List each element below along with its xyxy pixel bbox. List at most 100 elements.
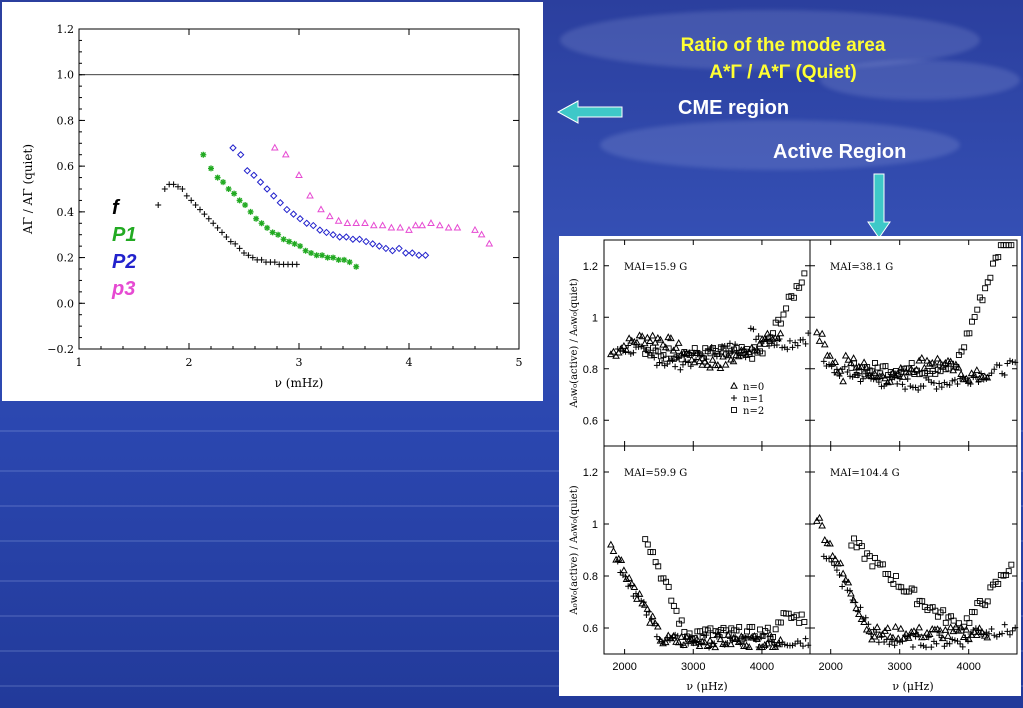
data-point	[790, 294, 797, 301]
data-point	[291, 240, 298, 247]
legend-entry: P2	[112, 251, 136, 273]
data-point	[745, 643, 754, 651]
data-point	[957, 623, 965, 631]
data-point	[617, 556, 626, 564]
data-point	[1005, 568, 1012, 575]
data-point	[642, 536, 649, 543]
data-point	[669, 634, 676, 641]
data-point	[651, 620, 658, 627]
data-point	[646, 337, 654, 344]
data-point	[614, 558, 621, 565]
data-point	[988, 626, 995, 633]
data-point	[638, 332, 647, 340]
data-point	[773, 341, 780, 348]
left-arrow-icon	[556, 100, 623, 124]
data-point	[802, 635, 809, 642]
y-tick-label: 0.6	[57, 160, 75, 173]
data-point	[944, 631, 952, 639]
data-point	[983, 629, 990, 636]
data-point	[991, 366, 998, 373]
data-point	[706, 644, 713, 651]
legend-marker	[730, 381, 738, 389]
data-point	[985, 630, 992, 637]
data-point	[609, 347, 618, 355]
data-point	[674, 632, 681, 639]
cme-region-label: CME region	[678, 97, 790, 119]
data-point	[236, 151, 245, 159]
data-point	[664, 360, 671, 367]
data-point	[223, 234, 230, 240]
data-point	[857, 604, 864, 611]
data-point	[962, 634, 969, 641]
data-point	[334, 216, 343, 224]
data-point	[777, 619, 784, 626]
data-point	[802, 340, 809, 347]
data-point	[632, 590, 639, 597]
data-point	[669, 357, 676, 364]
data-point	[902, 632, 909, 639]
data-point	[646, 608, 653, 615]
data-point	[949, 636, 956, 643]
data-point	[915, 623, 924, 631]
panel-label: MAI=15.9 G	[624, 262, 687, 273]
data-point	[192, 202, 199, 208]
data-point	[972, 373, 979, 380]
data-point	[896, 363, 905, 371]
data-point	[685, 359, 692, 366]
data-point	[708, 344, 715, 351]
data-point	[780, 311, 787, 318]
data-point	[899, 381, 906, 388]
data-point	[995, 254, 1002, 261]
data-point	[220, 179, 227, 186]
series-p2	[229, 144, 430, 259]
data-point	[1008, 242, 1015, 249]
data-point	[665, 345, 672, 352]
data-point	[395, 244, 403, 253]
data-point	[917, 353, 926, 361]
data-point	[820, 340, 829, 348]
data-point	[854, 608, 861, 615]
y-axis-label: AΓ / AΓ (quiet)	[21, 144, 35, 235]
data-point	[996, 631, 1003, 638]
data-point	[241, 250, 247, 256]
data-point	[444, 223, 453, 231]
data-point	[685, 640, 692, 647]
x-tick-label: 5	[516, 356, 523, 369]
data-point	[783, 305, 790, 312]
data-point	[736, 624, 743, 630]
data-point	[770, 330, 777, 337]
data-point	[941, 643, 948, 650]
data-point	[881, 374, 889, 382]
data-point	[904, 368, 913, 376]
data-point	[962, 375, 969, 382]
data-point	[747, 343, 756, 351]
data-point	[387, 223, 396, 231]
data-point	[980, 376, 987, 383]
data-point	[907, 627, 916, 635]
data-point	[801, 270, 808, 277]
data-point	[648, 616, 655, 623]
data-point	[836, 559, 845, 567]
data-point	[881, 383, 888, 390]
data-point	[978, 370, 985, 377]
data-point	[1004, 360, 1011, 367]
data-point	[1012, 624, 1019, 631]
data-point	[891, 622, 900, 630]
data-point	[293, 261, 300, 268]
y-tick-label: 1	[592, 519, 598, 531]
chart2-svg: MAI=15.9 G 0.6 0.8 1 1.2 MAI=38.1 G MAI=59.9 G…	[569, 239, 1019, 693]
data-point	[831, 358, 840, 366]
data-point	[672, 363, 679, 370]
data-point	[155, 202, 162, 208]
data-point	[798, 611, 805, 618]
data-point	[622, 573, 629, 580]
data-point	[920, 383, 927, 390]
data-point	[954, 363, 963, 371]
y-tick-label: 1.2	[583, 261, 598, 273]
data-point	[882, 363, 889, 370]
data-point	[946, 623, 955, 631]
data-point	[693, 635, 701, 643]
data-point	[861, 371, 868, 378]
data-point	[776, 639, 783, 646]
data-point	[786, 337, 793, 344]
